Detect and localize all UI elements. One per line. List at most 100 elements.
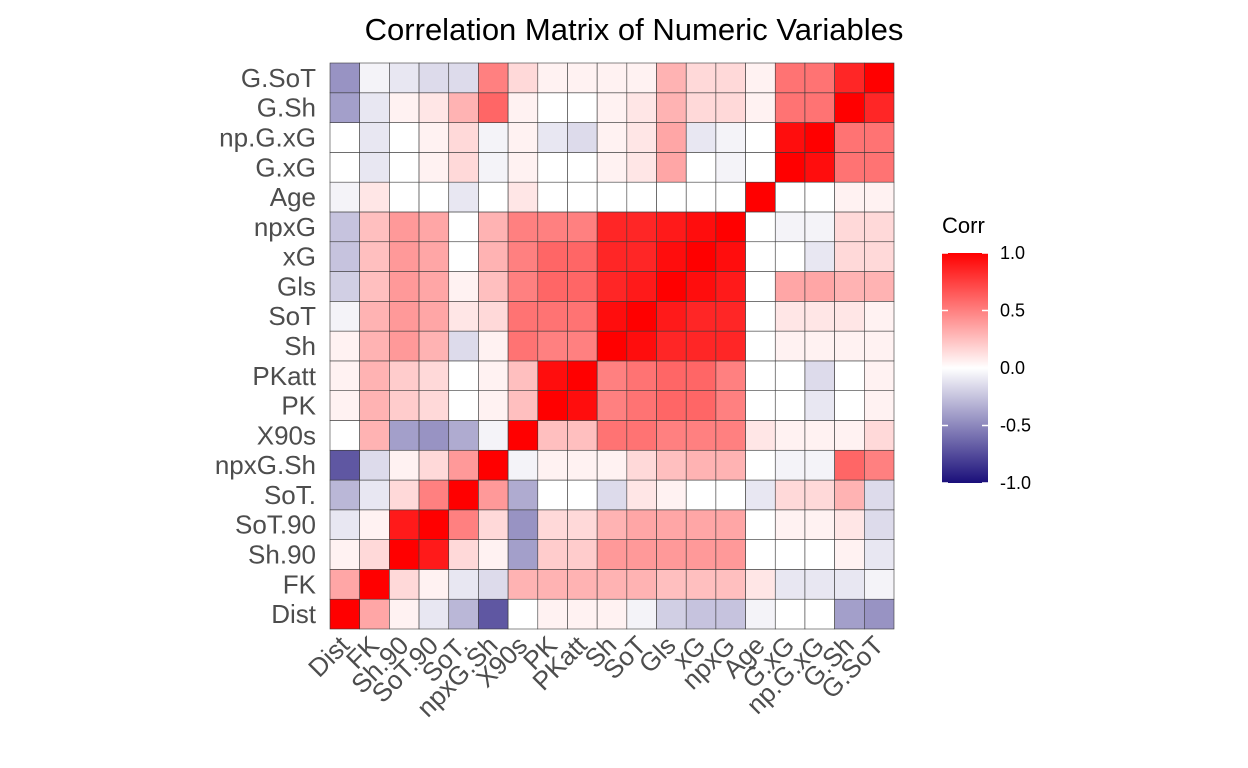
heatmap-cell-Age-npxG — [745, 211, 776, 243]
heatmap-cell-SoT.-Gls — [448, 271, 479, 302]
heatmap-cell-Gls-npxG.Sh — [656, 449, 687, 481]
heatmap-cell-G.SoT-Dist — [864, 598, 895, 630]
heatmap-cell-Sh.90-G.xG — [389, 152, 420, 183]
heatmap-cell-np.G.xG-PKatt — [804, 360, 835, 391]
heatmap-cell-npxG.Sh-PKatt — [478, 360, 509, 391]
heatmap-cell-X90s-G.SoT — [507, 62, 539, 94]
heatmap-cell-PK-Dist — [537, 598, 568, 630]
heatmap-cell-Sh.90-PKatt — [389, 360, 420, 391]
heatmap-cell-Gls-Sh.90 — [656, 539, 687, 570]
heatmap-cell-FK-Sh.90 — [359, 539, 390, 570]
y-tick-label-G.SoT: G.SoT — [241, 63, 316, 93]
heatmap-cell-PKatt-FK — [567, 569, 598, 600]
heatmap-cell-npxG.Sh-X90s — [478, 420, 509, 451]
chart-title: Correlation Matrix of Numeric Variables — [365, 12, 904, 47]
heatmap-cell-X90s-SoT — [507, 301, 539, 332]
heatmap-cell-G.xG-np.G.xG — [774, 122, 806, 153]
heatmap-cell-G.xG-Gls — [774, 271, 806, 302]
heatmap-cell-npxG.Sh-SoT — [478, 301, 509, 332]
heatmap-cell-npxG-G.SoT — [715, 62, 746, 94]
heatmap-cell-PKatt-PK — [567, 390, 598, 421]
heatmap-cell-SoT-SoT.90 — [626, 509, 657, 540]
heatmap-cell-SoT.90-G.xG — [418, 152, 450, 183]
heatmap-cell-G.Sh-SoT. — [834, 479, 865, 511]
heatmap-cell-Age-G.xG — [745, 152, 776, 183]
y-tick-label-Age: Age — [270, 182, 316, 212]
heatmap-cell-npxG-PKatt — [715, 360, 746, 391]
heatmap-cell-X90s-G.xG — [507, 152, 539, 183]
heatmap-cell-X90s-np.G.xG — [507, 122, 539, 153]
y-tick-label-PKatt: PKatt — [252, 361, 316, 391]
heatmap-cell-PKatt-Dist — [567, 598, 598, 630]
heatmap-cell-Sh-Dist — [596, 598, 628, 630]
heatmap-cell-SoT-FK — [626, 569, 657, 600]
heatmap-cell-Gls-G.SoT — [656, 62, 687, 94]
heatmap-cell-X90s-xG — [507, 241, 539, 272]
heatmap-cell-Gls-np.G.xG — [656, 122, 687, 153]
heatmap-cell-Age-xG — [745, 241, 776, 272]
heatmap-cell-PK-FK — [537, 569, 568, 600]
heatmap-cell-PK-Gls — [537, 271, 568, 302]
heatmap-cell-Dist-SoT.90 — [329, 509, 360, 540]
heatmap-cell-npxG-FK — [715, 569, 746, 600]
heatmap-cell-Sh.90-SoT. — [389, 479, 420, 511]
heatmap-cell-SoT.90-G.Sh — [418, 92, 450, 123]
legend-ticks: 1.0 0.5 0.0 -0.5 -1.0 — [942, 243, 1031, 493]
heatmap-cell-SoT-Age — [626, 181, 657, 213]
heatmap-cell-xG-PK — [685, 390, 717, 421]
heatmap-cell-Gls-G.Sh — [656, 92, 687, 123]
heatmap-cell-SoT-SoT. — [626, 479, 657, 511]
heatmap-cell-Dist-PK — [329, 390, 360, 421]
y-tick-label-npxG: npxG — [254, 212, 316, 242]
heatmap-cell-FK-npxG.Sh — [359, 449, 390, 481]
heatmap-cell-G.Sh-X90s — [834, 420, 865, 451]
heatmap-cell-np.G.xG-SoT — [804, 301, 835, 332]
heatmap-cell-np.G.xG-Dist — [804, 598, 835, 630]
heatmap-cell-FK-FK — [359, 569, 390, 600]
heatmap-cell-G.xG-xG — [774, 241, 806, 272]
heatmap-cell-PKatt-Age — [567, 181, 598, 213]
heatmap-cell-Gls-G.xG — [656, 152, 687, 183]
heatmap-cell-Sh-X90s — [596, 420, 628, 451]
heatmap-cell-npxG.Sh-xG — [478, 241, 509, 272]
heatmap-cell-npxG.Sh-PK — [478, 390, 509, 421]
legend-tick-label: 0.0 — [1000, 358, 1025, 378]
y-tick-label-Sh: Sh — [284, 331, 316, 361]
heatmap-cell-SoT.90-SoT. — [418, 479, 450, 511]
heatmap-cell-G.SoT-Gls — [864, 271, 895, 302]
heatmap-cell-Sh-Sh — [596, 330, 628, 362]
heatmap-cell-npxG-Dist — [715, 598, 746, 630]
heatmap-cell-Dist-X90s — [329, 420, 360, 451]
legend-tick-label: -0.5 — [1000, 416, 1031, 436]
heatmap-cell-SoT-SoT — [626, 301, 657, 332]
heatmap-cell-PK-np.G.xG — [537, 122, 568, 153]
heatmap-cell-np.G.xG-np.G.xG — [804, 122, 835, 153]
heatmap-cell-FK-G.Sh — [359, 92, 390, 123]
heatmap-cell-Age-FK — [745, 569, 776, 600]
heatmap-cell-PKatt-xG — [567, 241, 598, 272]
heatmap-cell-Dist-Dist — [329, 598, 360, 630]
heatmap-cell-xG-G.Sh — [685, 92, 717, 123]
heatmap-cell-Age-G.Sh — [745, 92, 776, 123]
heatmap-cell-Dist-PKatt — [329, 360, 360, 391]
heatmap-cell-SoT.-npxG.Sh — [448, 449, 479, 481]
heatmap-cell-G.xG-SoT. — [774, 479, 806, 511]
heatmap-cells — [329, 62, 895, 630]
heatmap-cell-FK-xG — [359, 241, 390, 272]
heatmap-cell-SoT.90-xG — [418, 241, 450, 272]
legend-tick-label: -1.0 — [1000, 473, 1031, 493]
heatmap-cell-xG-Sh — [685, 330, 717, 362]
y-tick-label-SoT: SoT — [268, 301, 316, 331]
heatmap-cell-Sh-Sh.90 — [596, 539, 628, 570]
heatmap-cell-Age-Dist — [745, 598, 776, 630]
heatmap-cell-np.G.xG-G.Sh — [804, 92, 835, 123]
heatmap-cell-G.Sh-G.Sh — [834, 92, 865, 123]
heatmap-cell-SoT-npxG — [626, 211, 657, 243]
heatmap-cell-Gls-npxG — [656, 211, 687, 243]
heatmap-cell-npxG.Sh-Sh — [478, 330, 509, 362]
heatmap-cell-G.Sh-xG — [834, 241, 865, 272]
heatmap-cell-G.xG-FK — [774, 569, 806, 600]
heatmap-cell-Gls-SoT. — [656, 479, 687, 511]
heatmap-cell-np.G.xG-Age — [804, 181, 835, 213]
heatmap-cell-FK-X90s — [359, 420, 390, 451]
